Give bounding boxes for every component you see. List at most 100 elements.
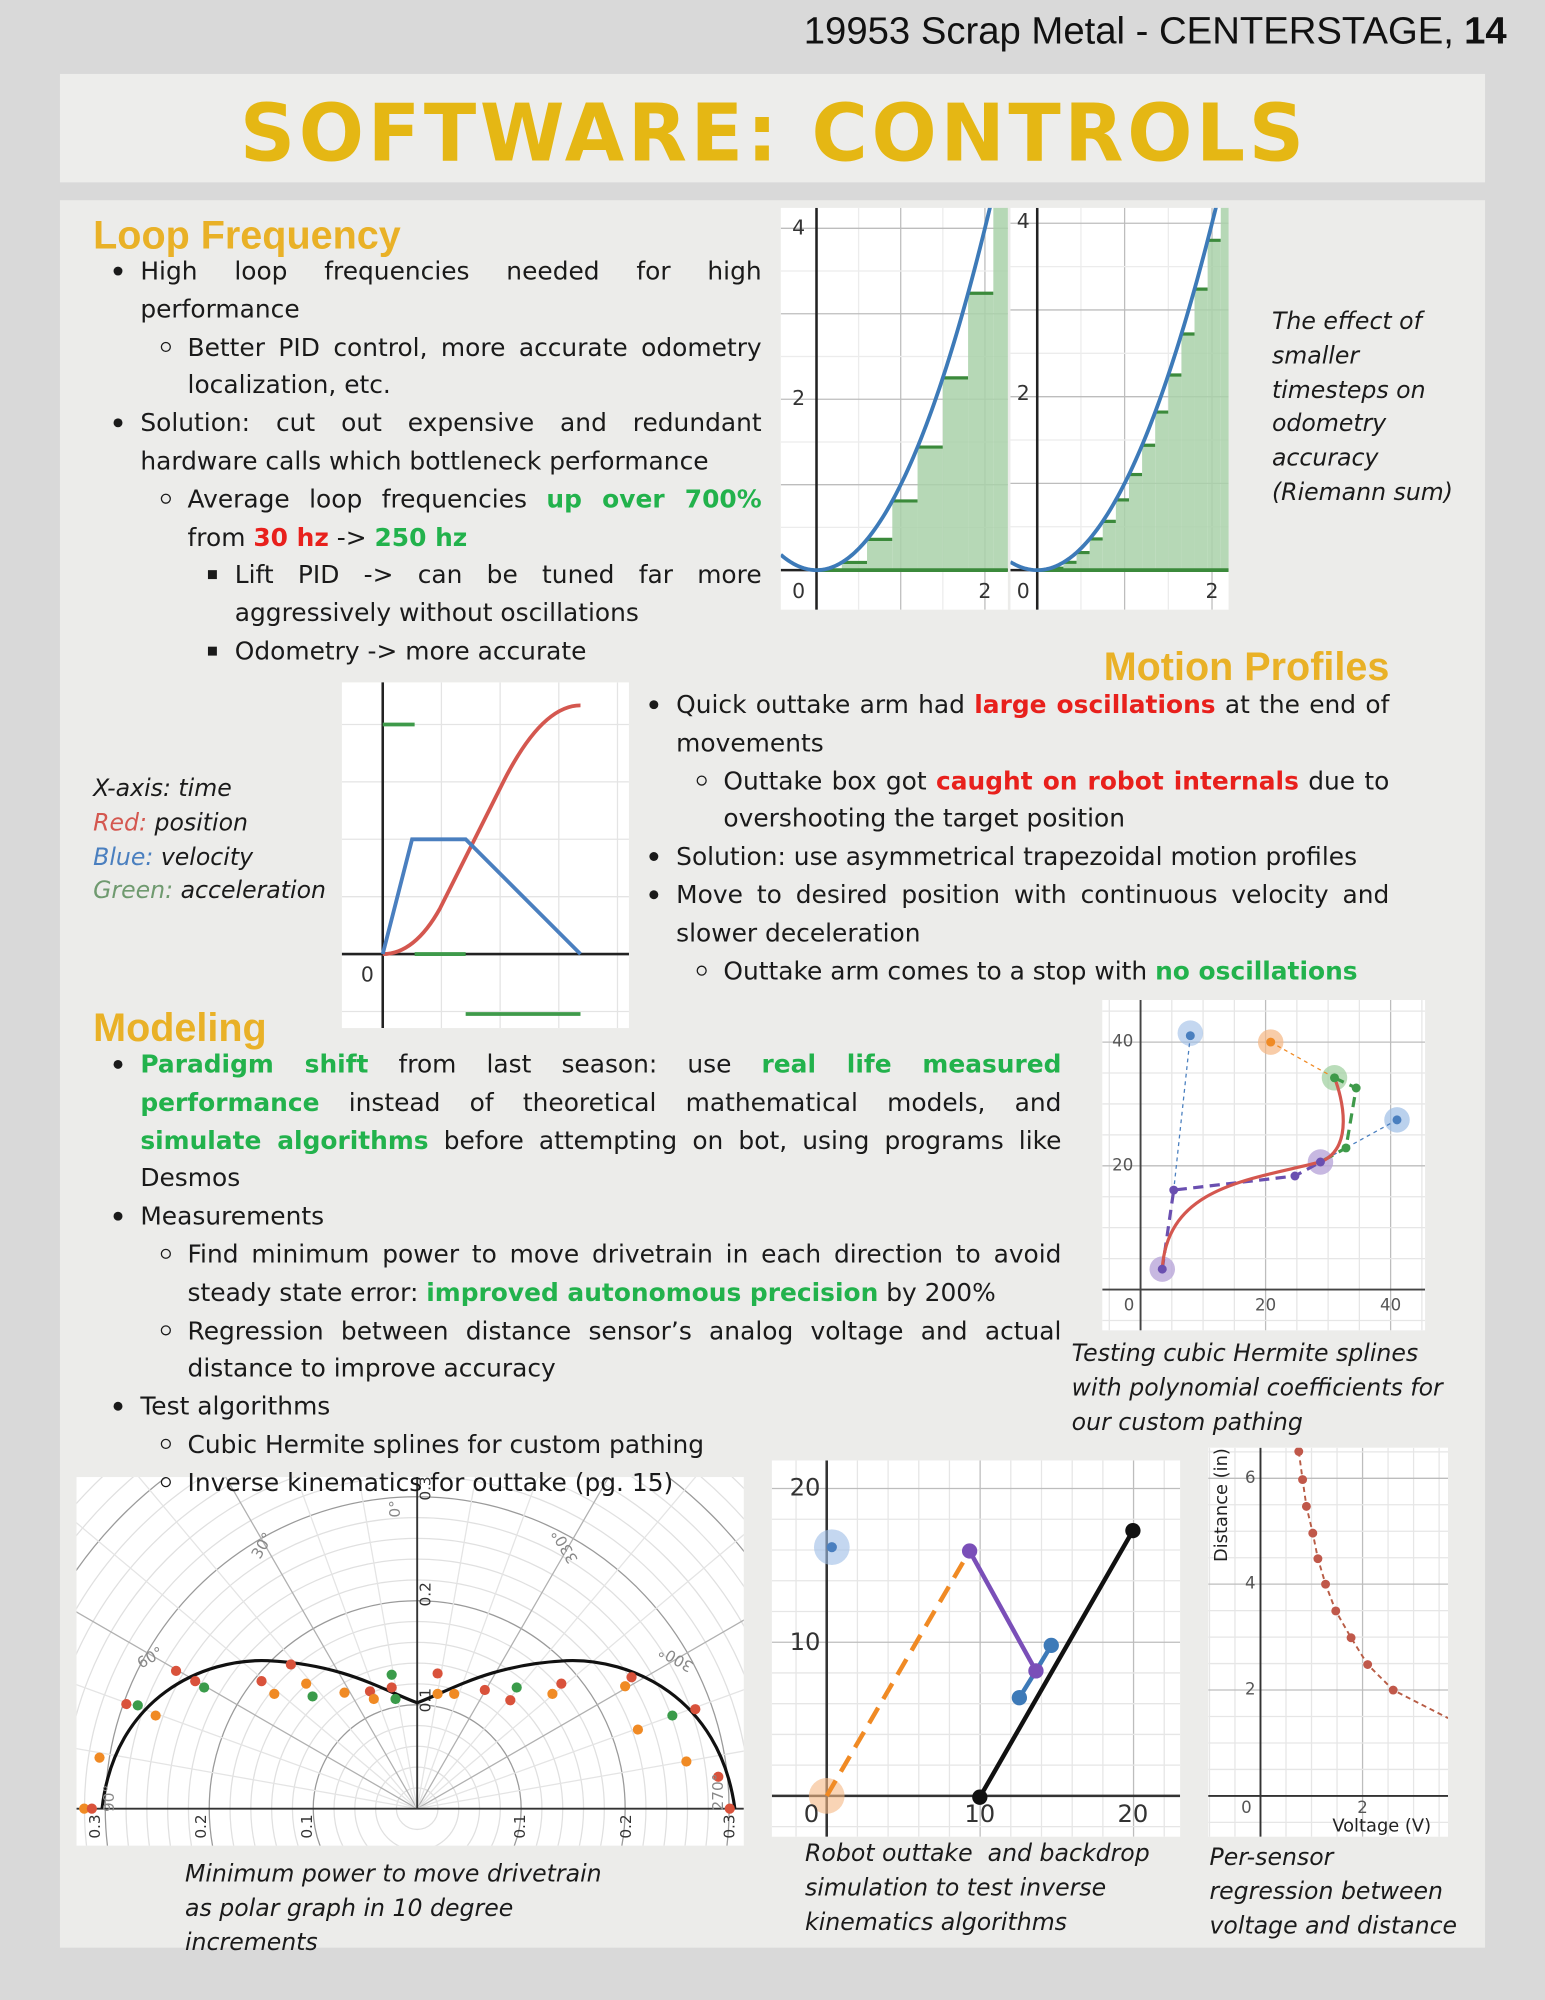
point bbox=[1330, 1073, 1339, 1083]
sample-point bbox=[86, 1803, 97, 1814]
tick-label: 2 bbox=[1206, 579, 1219, 603]
sample-point bbox=[256, 1676, 267, 1687]
position-curve bbox=[382, 703, 581, 956]
riemann-step bbox=[1128, 474, 1143, 571]
text-run: Measurements bbox=[140, 1201, 325, 1232]
point bbox=[1266, 1037, 1276, 1047]
text-run: large oscillations bbox=[974, 690, 1216, 720]
riemann-step bbox=[1181, 334, 1195, 571]
hull bbox=[1319, 1076, 1358, 1164]
sample-point bbox=[713, 1771, 724, 1782]
bullet-item: Odometry -> more accurate bbox=[108, 633, 761, 671]
riemann-step bbox=[942, 377, 969, 571]
riemann-step bbox=[917, 447, 943, 571]
text-run: Lift PID -> can be tuned far more aggres… bbox=[234, 560, 762, 628]
axis-label: Distance (in) bbox=[1211, 1448, 1232, 1562]
tick-label: 2 bbox=[1245, 1680, 1256, 1699]
point bbox=[1011, 1690, 1028, 1706]
radius-label: 0.3 bbox=[417, 1476, 435, 1500]
tick-label: 2 bbox=[792, 386, 805, 410]
point bbox=[1351, 1083, 1361, 1093]
angle-spoke bbox=[416, 1689, 744, 1810]
text-run: from last season: use bbox=[368, 1049, 762, 1080]
page-number: 14 bbox=[1464, 10, 1507, 53]
angle-spoke bbox=[358, 1477, 418, 1809]
text-run: Paradigm shift bbox=[140, 1049, 369, 1080]
sample-point bbox=[547, 1688, 558, 1699]
section-heading: Motion Profiles bbox=[1103, 644, 1390, 689]
sample-point bbox=[1308, 1528, 1318, 1538]
simulation-data bbox=[808, 1522, 1141, 1814]
angle-label: 0° bbox=[386, 1500, 404, 1517]
title-banner bbox=[59, 73, 1486, 183]
figure-caption: Per-sensor regression between voltage an… bbox=[1209, 1844, 1458, 1940]
bullet-item: Average loop frequencies up over 700% fr… bbox=[108, 481, 762, 557]
radius-label: 0.2 bbox=[192, 1814, 210, 1838]
text-run: caught on robot internals bbox=[935, 766, 1299, 796]
radius-label: 0.2 bbox=[417, 1582, 435, 1606]
text-run: velocity bbox=[153, 843, 254, 871]
sample-point bbox=[1301, 1501, 1311, 1511]
legend-entry: Red: position bbox=[93, 807, 326, 841]
angle-spoke bbox=[416, 1533, 744, 1810]
arm-link bbox=[967, 1549, 1038, 1672]
riemann-step bbox=[892, 500, 918, 571]
figure-caption: Testing cubic Hermite splines with polyn… bbox=[1071, 1340, 1443, 1436]
text-run: Outtake arm comes to a stop with bbox=[723, 956, 1156, 986]
angle-spoke bbox=[295, 1477, 418, 1809]
measured-points bbox=[79, 1659, 735, 1814]
text-run: 250 hz bbox=[374, 522, 468, 552]
figure-caption: Minimum power to move drivetrain as pola… bbox=[184, 1860, 602, 1957]
sample-point bbox=[269, 1688, 280, 1699]
text-run: Better PID control, more accurate odomet… bbox=[187, 332, 762, 400]
figure-bg bbox=[771, 1460, 1181, 1837]
angle-spoke bbox=[76, 1684, 418, 1810]
bullet-item: Quick outtake arm had large oscillations… bbox=[644, 686, 1389, 762]
true-curve bbox=[1010, 207, 1218, 573]
tick-label: 20 bbox=[790, 1474, 821, 1502]
riemann-panel-fine bbox=[1010, 207, 1229, 610]
fit-curve bbox=[100, 1659, 737, 1809]
angle-spoke bbox=[417, 1750, 744, 1810]
text-run: Inverse kinematics for outtake (pg. 15) bbox=[187, 1467, 674, 1498]
sample-point bbox=[199, 1682, 210, 1693]
text-run: before attempting on bot, using programs… bbox=[140, 1125, 1062, 1194]
sample-point bbox=[449, 1688, 460, 1699]
tick-label: 2 bbox=[1017, 381, 1030, 405]
text-run: Red: bbox=[93, 809, 147, 837]
sample-point bbox=[681, 1756, 692, 1767]
text-run: Green: bbox=[93, 878, 174, 905]
point bbox=[1290, 1171, 1300, 1181]
angle-spoke bbox=[416, 1477, 697, 1810]
page-title: Software: Controls bbox=[240, 88, 1308, 180]
tangent bbox=[1173, 1035, 1191, 1191]
tick-label: 0 bbox=[1241, 1798, 1252, 1817]
backdrop bbox=[977, 1529, 1135, 1799]
sample-point bbox=[339, 1687, 350, 1698]
figure-legend: X-axis: time Red: position Blue: velocity G… bbox=[93, 773, 326, 910]
angle-label: 270° bbox=[709, 1774, 727, 1811]
spline-curve bbox=[1160, 1077, 1345, 1270]
point bbox=[1028, 1663, 1044, 1679]
sample-point bbox=[1321, 1579, 1331, 1589]
sample-point bbox=[307, 1691, 318, 1702]
riemann-step bbox=[1220, 207, 1229, 571]
sample-point bbox=[1346, 1633, 1356, 1643]
bullet-item: Cubic Hermite splines for custom pathing bbox=[108, 1426, 1061, 1464]
sample-point bbox=[190, 1676, 201, 1687]
riemann-step bbox=[1063, 562, 1077, 571]
riemann-step bbox=[993, 207, 1008, 571]
bullet-item: Inverse kinematics for outtake (pg. 15) bbox=[108, 1464, 1061, 1502]
point bbox=[1341, 1143, 1351, 1153]
sample-point bbox=[1388, 1685, 1398, 1695]
sample-point bbox=[79, 1803, 90, 1814]
tick-label: 2 bbox=[1357, 1798, 1368, 1817]
angle-label: 90° bbox=[100, 1785, 118, 1812]
bullet-item: Outtake box got caught on robot internal… bbox=[644, 762, 1389, 838]
bullet-item: Lift PID -> can be tuned far more aggres… bbox=[108, 557, 762, 633]
text-run: Cubic Hermite splines for custom pathing bbox=[187, 1429, 705, 1460]
riemann-step bbox=[1155, 412, 1169, 571]
riemann-step bbox=[1102, 521, 1116, 571]
radius-label: 0.1 bbox=[511, 1814, 529, 1838]
